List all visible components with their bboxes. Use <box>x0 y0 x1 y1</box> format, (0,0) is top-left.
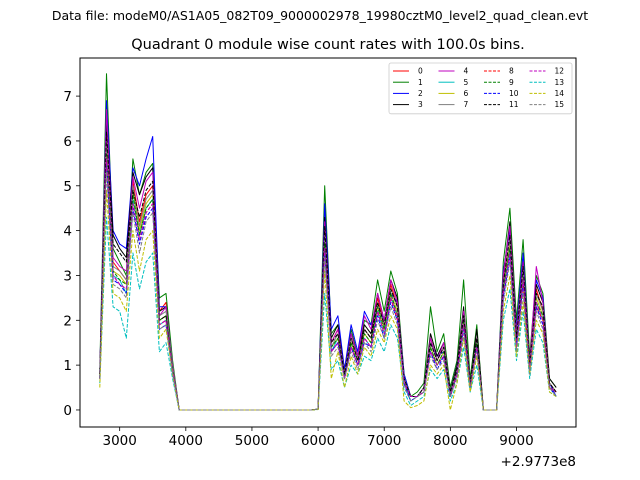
y-tick-label: 6 <box>63 134 72 150</box>
x-tick-label: 8000 <box>433 433 467 449</box>
y-tick-label: 7 <box>63 89 72 105</box>
legend-label-9: 9 <box>509 78 514 87</box>
y-tick-label: 2 <box>63 313 72 329</box>
plot-area <box>99 73 557 411</box>
x-tick-label: 3000 <box>103 433 137 449</box>
legend-label-0: 0 <box>418 67 423 76</box>
legend-label-1: 1 <box>418 78 423 87</box>
x-offset-label: +2.9773e8 <box>501 454 576 470</box>
legend-label-4: 4 <box>464 67 469 76</box>
y-tick-label: 1 <box>63 358 72 374</box>
legend-label-11: 11 <box>509 100 519 109</box>
series-line-1 <box>99 73 557 411</box>
legend-label-10: 10 <box>509 89 519 98</box>
x-tick-label: 5000 <box>235 433 269 449</box>
legend-label-3: 3 <box>418 100 423 109</box>
legend-label-6: 6 <box>464 89 469 98</box>
x-tick-label: 4000 <box>169 433 203 449</box>
y-tick-label: 4 <box>63 224 72 240</box>
x-tick-label: 6000 <box>301 433 335 449</box>
legend-box <box>388 62 573 115</box>
figure-suptitle: Data file: modeM0/AS1A05_082T09_90000029… <box>52 8 588 23</box>
legend-label-7: 7 <box>464 100 469 109</box>
x-tick-label: 9000 <box>499 433 533 449</box>
legend-label-14: 14 <box>555 89 565 98</box>
y-tick-label: 3 <box>63 268 72 284</box>
legend-label-15: 15 <box>555 100 565 109</box>
legend-label-12: 12 <box>555 67 565 76</box>
axes-frame <box>79 57 577 428</box>
chart-title: Quadrant 0 module wise count rates with … <box>131 37 525 53</box>
y-tick-label: 5 <box>63 179 72 195</box>
axis-ticks: 3000 4000 5000 6000 7000 8000 9000 0 1 2 3 4 5 6 7 <box>63 89 533 449</box>
legend-label-2: 2 <box>418 89 423 98</box>
legend-label-8: 8 <box>509 67 514 76</box>
legend-label-5: 5 <box>464 78 469 87</box>
x-tick-label: 7000 <box>367 433 401 449</box>
y-tick-label: 0 <box>63 403 72 419</box>
series-line-15 <box>99 171 557 411</box>
legend-label-13: 13 <box>555 78 565 87</box>
